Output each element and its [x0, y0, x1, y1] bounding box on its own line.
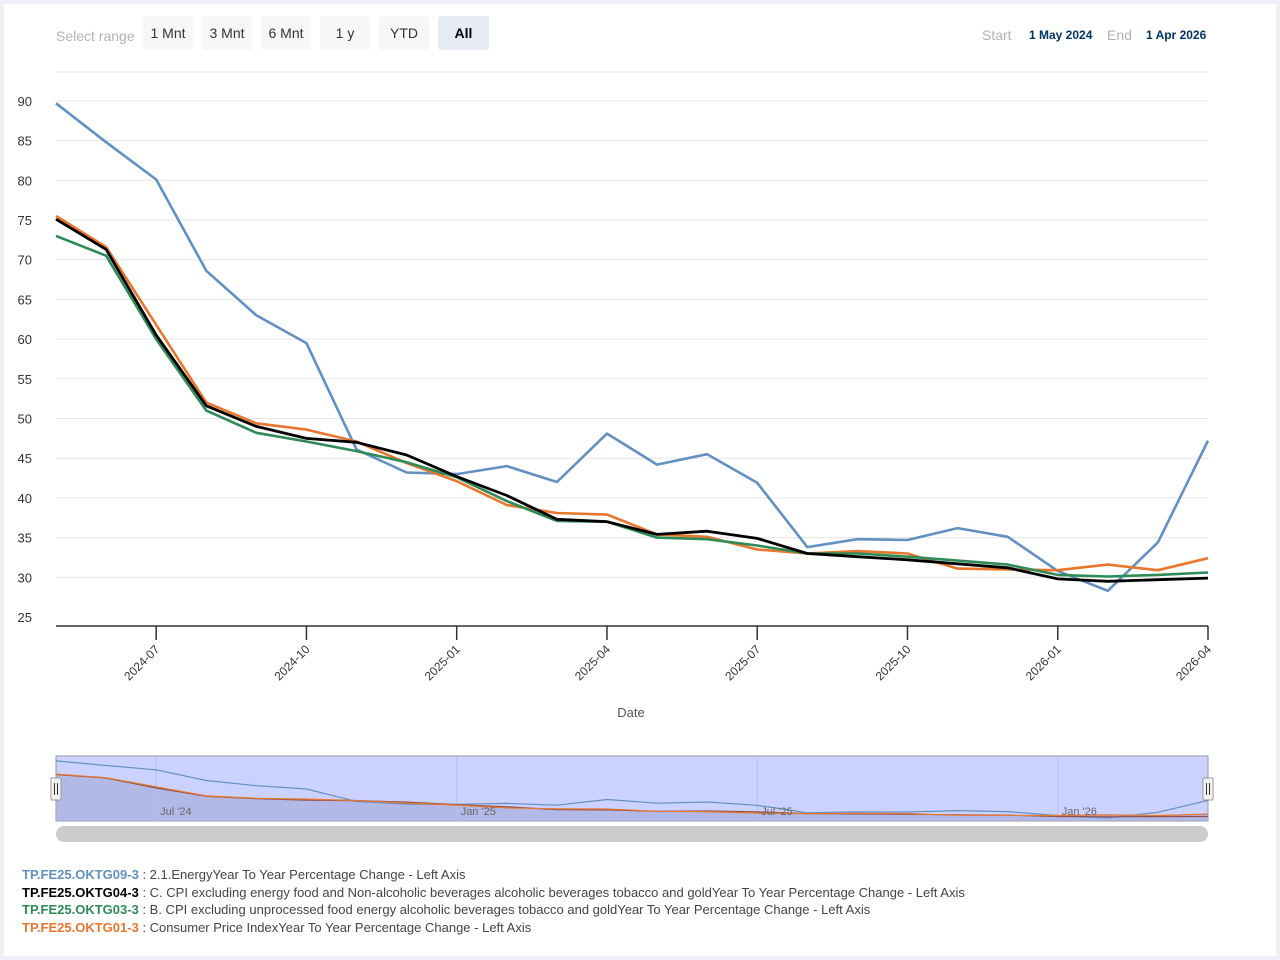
legend-item-core-c[interactable]: TP.FE25.OKTG04-3 : C. CPI excluding ener…	[22, 884, 1262, 902]
y-tick-label: 85	[18, 134, 32, 149]
y-axis-ticks: 25 30 35 40 45 50 55 60 65 70 75 80 85 90	[18, 94, 32, 625]
grid-lines	[56, 71, 1208, 578]
legend-code: TP.FE25.OKTG03-3	[22, 902, 139, 917]
navigator-line	[55, 773, 1209, 817]
legend-label: : C. CPI excluding energy food and Non-a…	[142, 884, 965, 900]
x-tick-label: 2024-07	[121, 642, 162, 683]
y-tick-label: 45	[18, 451, 32, 466]
navigator-line	[55, 760, 1209, 819]
y-tick-label: 60	[18, 332, 32, 347]
y-tick-label: 70	[18, 253, 32, 268]
navigator-label: Jul '25	[761, 806, 792, 818]
navigator-handle-right[interactable]	[1202, 777, 1214, 801]
series-line-core-b[interactable]	[55, 234, 1209, 578]
y-tick-label: 90	[18, 94, 32, 109]
series-lines	[55, 102, 1210, 593]
x-tick-label: 2025-04	[572, 642, 613, 683]
range-button-1-month[interactable]: 1 Mnt	[143, 16, 193, 50]
chart-container: Select range 1 Mnt 3 Mnt 6 Mnt 1 y YTD A…	[4, 4, 1276, 956]
y-tick-label: 25	[18, 610, 32, 625]
navigator-label: Jul '24	[160, 806, 191, 818]
x-axis: 2024-07 2024-10 2025-01 2025-04 2025-07 2025-…	[56, 625, 1214, 683]
navigator-series	[55, 760, 1209, 819]
legend-label: : B. CPI excluding unprocessed food ener…	[142, 902, 871, 917]
start-date-input[interactable]: 1 May 2024	[1029, 28, 1093, 42]
range-button-3-months[interactable]: 3 Mnt	[202, 16, 252, 50]
y-tick-label: 50	[18, 412, 32, 427]
legend-label: : Consumer Price IndexYear To Year Perce…	[142, 919, 532, 935]
series-line-cpi[interactable]	[55, 214, 1209, 572]
x-tick-label: 2024-10	[272, 642, 313, 683]
y-tick-label: 40	[18, 491, 32, 506]
legend-code: TP.FE25.OKTG01-3	[22, 919, 139, 935]
navigator-labels: Jul '24 Jan '25 Jul '25 Jan '26	[160, 806, 1097, 818]
end-date-label: End	[1107, 27, 1132, 43]
range-button-1-year[interactable]: 1 y	[320, 16, 370, 50]
navigator-label: Jan '26	[1062, 806, 1097, 818]
navigator-area	[56, 774, 1208, 821]
legend: TP.FE25.OKTG09-3 : 2.1.EnergyYear To Yea…	[22, 866, 1262, 936]
navigator-handle-left[interactable]	[50, 777, 62, 801]
x-tick-label: 2025-10	[873, 642, 914, 683]
legend-code: TP.FE25.OKTG09-3	[22, 867, 139, 882]
x-axis-title: Date	[617, 705, 644, 720]
legend-item-cpi[interactable]: TP.FE25.OKTG01-3 : Consumer Price IndexY…	[22, 919, 1262, 937]
y-tick-label: 80	[18, 173, 32, 188]
y-tick-label: 65	[18, 292, 32, 307]
legend-item-energy[interactable]: TP.FE25.OKTG09-3 : 2.1.EnergyYear To Yea…	[22, 866, 1262, 884]
range-selector: Select range 1 Mnt 3 Mnt 6 Mnt 1 y YTD A…	[4, 4, 1276, 64]
x-tick-label: 2026-04	[1173, 642, 1214, 683]
navigator-label: Jan '25	[461, 806, 496, 818]
range-button-all[interactable]: All	[438, 16, 489, 50]
range-button-6-months[interactable]: 6 Mnt	[261, 16, 311, 50]
y-tick-label: 75	[18, 213, 32, 228]
x-tick-label: 2026-01	[1023, 642, 1064, 683]
series-line-energy[interactable]	[55, 102, 1210, 593]
y-tick-label: 30	[18, 570, 32, 585]
y-tick-label: 55	[18, 372, 32, 387]
x-tick-label: 2025-07	[722, 642, 763, 683]
series-line-core-c[interactable]	[55, 218, 1209, 583]
range-button-ytd[interactable]: YTD	[379, 16, 429, 50]
start-date-label: Start	[982, 27, 1012, 43]
legend-item-core-b[interactable]: TP.FE25.OKTG03-3 : B. CPI excluding unpr…	[22, 901, 1262, 919]
x-tick-label: 2025-01	[422, 642, 463, 683]
y-tick-label: 35	[18, 531, 32, 546]
navigator-scrollbar[interactable]	[56, 826, 1208, 842]
end-date-input[interactable]: 1 Apr 2026	[1146, 28, 1207, 42]
navigator[interactable]: Jul '24 Jan '25 Jul '25 Jan '26	[50, 755, 1214, 842]
legend-code: TP.FE25.OKTG04-3	[22, 884, 139, 900]
range-selector-label: Select range	[56, 28, 135, 44]
legend-label: : 2.1.EnergyYear To Year Percentage Chan…	[142, 867, 466, 882]
